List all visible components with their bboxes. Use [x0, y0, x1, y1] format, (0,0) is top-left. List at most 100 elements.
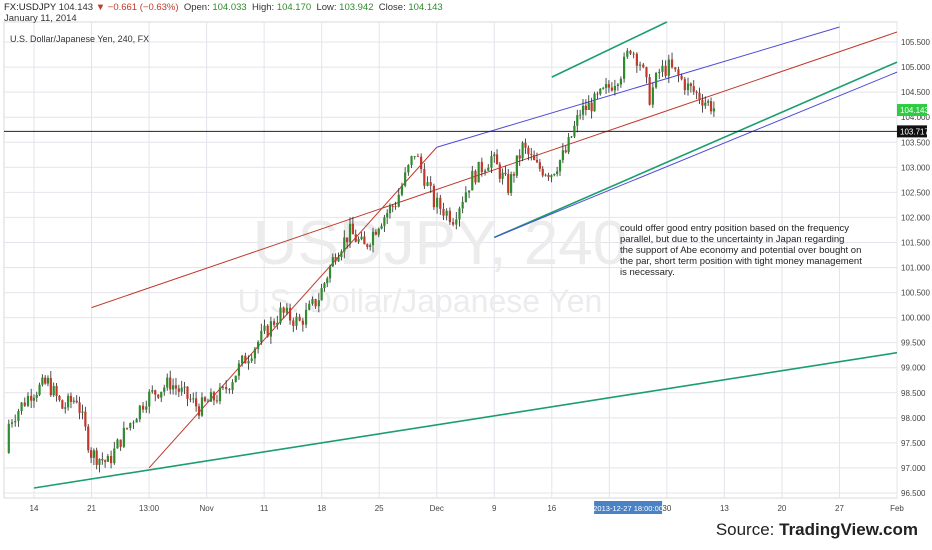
- annotation-line: the par, short term position with tight …: [620, 256, 862, 267]
- candle-body: [69, 395, 73, 402]
- candle-body: [360, 236, 363, 240]
- candle-body: [304, 309, 308, 325]
- candle-body: [221, 386, 225, 388]
- candle-body: [371, 231, 375, 246]
- x-tick-label: 20: [777, 504, 786, 513]
- candle-body: [148, 391, 151, 407]
- candle-body: [311, 299, 314, 304]
- candle-body: [195, 398, 198, 407]
- candle-body: [212, 392, 216, 401]
- candle-body: [298, 316, 301, 321]
- y-tick-label: 102.500: [901, 188, 930, 197]
- candle-body: [231, 382, 234, 391]
- candle-body: [84, 411, 87, 427]
- candle-body: [61, 400, 64, 409]
- candle-body: [464, 192, 467, 202]
- symbol-header: FX:USDJPY 104.143 ▼ −0.661 (−0.63%) Open…: [4, 2, 443, 13]
- candle-body: [171, 385, 175, 390]
- channel_line-green[interactable]: [493, 61, 898, 239]
- candle-body: [416, 156, 420, 157]
- candle-body: [507, 174, 510, 194]
- candle-body: [538, 162, 541, 169]
- candle-body: [493, 154, 496, 157]
- candle-body: [661, 65, 664, 72]
- candle-body: [90, 450, 93, 458]
- channel_line-green[interactable]: [551, 21, 668, 78]
- candle-body: [64, 407, 67, 409]
- candle-body: [680, 75, 683, 80]
- candle-body: [237, 363, 241, 376]
- y-tick-label: 99.000: [901, 364, 926, 373]
- candle-body: [638, 64, 642, 66]
- candle-body: [561, 150, 564, 161]
- candle-body: [203, 397, 207, 401]
- candle-body: [30, 395, 33, 401]
- candle-body: [674, 67, 677, 70]
- candle-body: [225, 386, 228, 390]
- y-tick-label: 105.000: [901, 63, 930, 72]
- candle-body: [317, 300, 320, 307]
- candle-body: [645, 67, 648, 78]
- candle-body: [420, 156, 423, 170]
- candle-body: [106, 455, 109, 462]
- candle-body: [596, 93, 599, 95]
- y-tick-label: 100.500: [901, 289, 930, 298]
- candle-body: [95, 450, 98, 465]
- candle-body: [109, 455, 113, 464]
- candle-body: [260, 330, 263, 342]
- x-tick-label: 16: [547, 504, 556, 513]
- candle-body: [579, 114, 582, 116]
- candle-body: [166, 377, 169, 388]
- x-tick-label: 13:00: [139, 504, 160, 513]
- candle-body: [471, 170, 474, 191]
- candle-body: [192, 398, 195, 400]
- candle-body: [658, 71, 661, 74]
- candle-body: [272, 321, 276, 325]
- y-tick-label: 99.500: [901, 339, 926, 348]
- candle-body: [709, 101, 713, 112]
- high-value: 104.170: [276, 2, 312, 13]
- chart-title: U.S. Dollar/Japanese Yen, 240, FX: [10, 34, 149, 44]
- candle-body: [122, 427, 125, 447]
- candle-body: [648, 77, 651, 105]
- candle-body: [445, 210, 448, 216]
- candle-body: [429, 182, 432, 186]
- candle-body: [58, 395, 61, 401]
- candle-body: [404, 172, 407, 186]
- high-label: High:: [251, 2, 275, 13]
- trendline-green[interactable]: [33, 351, 898, 489]
- candle-body: [616, 84, 619, 87]
- source-credit[interactable]: Source: TradingView.com: [716, 520, 918, 540]
- candle-body: [209, 392, 213, 402]
- candle-body: [244, 355, 247, 364]
- candle-body: [477, 161, 480, 183]
- candle-body: [504, 172, 507, 175]
- candle-body: [480, 161, 483, 173]
- candle-body: [695, 91, 698, 93]
- channel_line-blue[interactable]: [436, 26, 840, 148]
- trendline-red[interactable]: [91, 31, 898, 309]
- y-tick-label: 100.000: [901, 314, 930, 323]
- candle-body: [547, 174, 550, 178]
- y-tick-label: 102.000: [901, 213, 930, 222]
- candle-body: [292, 320, 295, 326]
- candle-body: [314, 299, 317, 307]
- candle-body: [423, 169, 426, 186]
- y-tick-label: 104.000: [901, 113, 930, 122]
- candle-body: [530, 154, 533, 156]
- annotation-line: is necessary.: [620, 267, 675, 278]
- candle-body: [346, 237, 349, 243]
- candle-body: [7, 423, 10, 453]
- close-value: 104.143: [408, 2, 443, 13]
- trendline-red[interactable]: [148, 146, 438, 469]
- candle-body: [125, 427, 129, 429]
- candle-body: [14, 421, 17, 423]
- grid: [4, 22, 898, 498]
- candle-body: [154, 390, 157, 395]
- channel_line-blue[interactable]: [494, 71, 898, 238]
- candle-body: [337, 257, 340, 262]
- candle-body: [515, 155, 518, 176]
- candle-body: [98, 458, 101, 465]
- candle-body: [52, 386, 55, 396]
